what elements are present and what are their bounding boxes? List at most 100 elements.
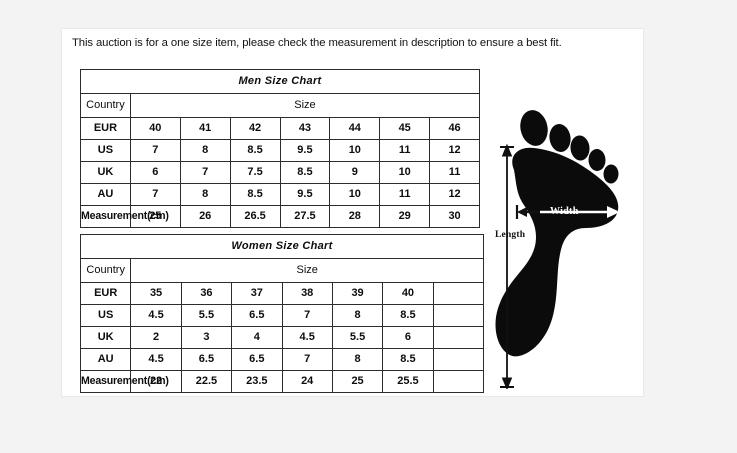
men-us-5: 11 <box>379 139 431 162</box>
intro-text: This auction is for a one size item, ple… <box>72 37 562 49</box>
men-row-label-us: US <box>80 139 131 162</box>
women-us-4: 8 <box>331 304 384 327</box>
men-row-label-measurement: Measurement(cm) <box>80 205 169 228</box>
men-au-0: 7 <box>129 183 181 206</box>
men-us-1: 8 <box>179 139 231 162</box>
women-uk-5: 6 <box>382 326 434 349</box>
women-row-label-us: US <box>79 304 132 327</box>
women-empty-cell-2 <box>432 326 485 349</box>
women-au-0: 4.5 <box>130 348 182 371</box>
women-us-3: 7 <box>281 304 333 327</box>
men-size-chart-table: Men Size Chart Country Size EUR 40 41 42… <box>80 69 481 228</box>
men-au-4: 10 <box>329 183 381 206</box>
men-row-label-au: AU <box>80 183 131 206</box>
men-au-6: 12 <box>429 183 480 206</box>
women-empty-cell-4 <box>432 370 485 393</box>
women-us-1: 5.5 <box>180 304 233 327</box>
women-au-5: 8.5 <box>382 348 434 371</box>
women-measurement-2: 23.5 <box>231 370 283 393</box>
women-uk-1: 3 <box>180 326 233 349</box>
women-size-header: Size <box>130 258 484 283</box>
women-uk-4: 5.5 <box>331 326 384 349</box>
table-row: EUR 35 36 37 38 39 40 <box>79 282 485 305</box>
women-uk-3: 4.5 <box>281 326 333 349</box>
men-uk-0: 6 <box>129 161 181 184</box>
men-measurement-1: 26 <box>179 205 231 228</box>
table-row: US 7 8 8.5 9.5 10 11 12 <box>80 139 480 162</box>
women-measurement-3: 24 <box>281 370 333 393</box>
men-us-3: 9.5 <box>279 139 331 162</box>
men-eur-1: 41 <box>179 117 231 140</box>
content-panel: This auction is for a one size item, ple… <box>62 29 643 396</box>
men-au-1: 8 <box>179 183 231 206</box>
table-row: Women Size Chart <box>80 234 484 259</box>
table-row: Measurement(cm) 25 26 26.5 27.5 28 29 30 <box>80 205 480 228</box>
men-au-3: 9.5 <box>279 183 331 206</box>
table-row: Country Size <box>80 93 481 118</box>
men-eur-2: 42 <box>229 117 281 140</box>
women-row-label-au: AU <box>79 348 132 371</box>
table-row: US 4.5 5.5 6.5 7 8 8.5 <box>79 304 485 327</box>
women-eur-1: 36 <box>180 282 233 305</box>
men-eur-3: 43 <box>279 117 331 140</box>
women-us-0: 4.5 <box>130 304 182 327</box>
table-row: UK 2 3 4 4.5 5.5 6 <box>79 326 485 349</box>
men-us-0: 7 <box>129 139 181 162</box>
men-measurement-2: 26.5 <box>229 205 281 228</box>
women-row-label-eur: EUR <box>79 282 132 305</box>
women-uk-0: 2 <box>130 326 182 349</box>
women-us-5: 8.5 <box>382 304 434 327</box>
men-uk-2: 7.5 <box>229 161 281 184</box>
men-us-4: 10 <box>329 139 381 162</box>
men-au-2: 8.5 <box>229 183 281 206</box>
women-au-4: 8 <box>331 348 384 371</box>
women-uk-2: 4 <box>231 326 283 349</box>
women-empty-cell-0 <box>432 282 485 305</box>
men-measurement-6: 30 <box>429 205 480 228</box>
table-row: UK 6 7 7.5 8.5 9 10 11 <box>80 161 480 184</box>
men-size-header: Size <box>129 93 481 118</box>
women-eur-4: 39 <box>331 282 384 305</box>
footprint-icon <box>495 110 620 389</box>
men-measurement-4: 28 <box>329 205 381 228</box>
women-empty-cell-1 <box>432 304 485 327</box>
men-uk-4: 9 <box>329 161 381 184</box>
women-eur-5: 40 <box>382 282 434 305</box>
men-us-6: 12 <box>429 139 480 162</box>
men-eur-4: 44 <box>329 117 381 140</box>
men-eur-6: 46 <box>429 117 480 140</box>
women-au-1: 6.5 <box>180 348 233 371</box>
men-eur-0: 40 <box>129 117 181 140</box>
foot-measurement-diagram: Length Width <box>494 104 639 389</box>
women-row-label-uk: UK <box>79 326 132 349</box>
width-arrow-icon <box>515 205 620 219</box>
women-eur-0: 35 <box>130 282 182 305</box>
men-row-label-uk: UK <box>80 161 131 184</box>
men-measurement-3: 27.5 <box>279 205 331 228</box>
width-label: Width <box>550 206 579 217</box>
men-uk-1: 7 <box>179 161 231 184</box>
table-row: EUR 40 41 42 43 44 45 46 <box>80 117 480 140</box>
table-row: AU 4.5 6.5 6.5 7 8 8.5 <box>79 348 485 371</box>
men-row-label-eur: EUR <box>80 117 131 140</box>
women-measurement-1: 22.5 <box>180 370 233 393</box>
men-eur-5: 45 <box>379 117 431 140</box>
men-us-2: 8.5 <box>229 139 281 162</box>
men-au-5: 11 <box>379 183 431 206</box>
table-row: Men Size Chart <box>80 69 480 94</box>
length-label: Length <box>495 230 526 240</box>
women-row-label-measurement: Measurement(cm) <box>79 370 169 393</box>
table-row: Country Size <box>79 258 484 283</box>
women-eur-2: 37 <box>231 282 283 305</box>
women-us-2: 6.5 <box>231 304 283 327</box>
women-size-chart-table: Women Size Chart Country Size EUR 35 36 … <box>79 234 485 393</box>
men-uk-5: 10 <box>379 161 431 184</box>
women-empty-cell-3 <box>432 348 485 371</box>
women-measurement-4: 25 <box>331 370 384 393</box>
men-chart-title: Men Size Chart <box>80 69 480 94</box>
women-au-3: 7 <box>281 348 333 371</box>
men-uk-6: 11 <box>429 161 480 184</box>
table-row: Measurement(cm) 22 22.5 23.5 24 25 25.5 <box>79 370 485 393</box>
men-measurement-5: 29 <box>379 205 431 228</box>
